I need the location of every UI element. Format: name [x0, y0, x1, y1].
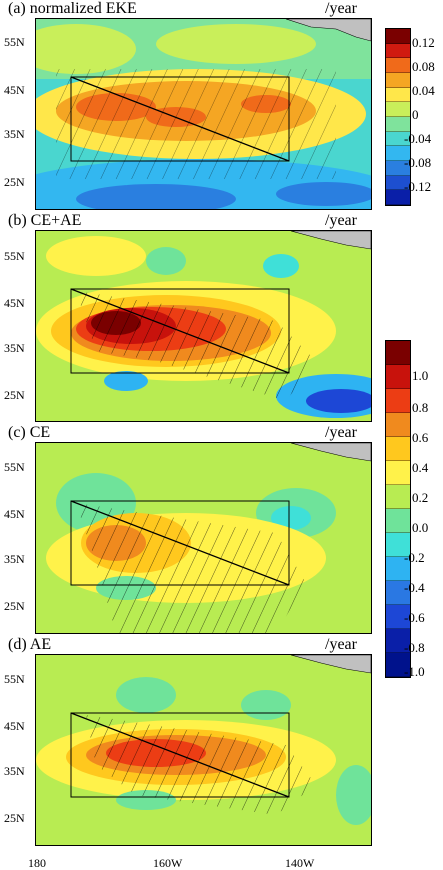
- colorbar-swatch: [386, 102, 410, 117]
- colorbar-swatch: [386, 160, 410, 176]
- lat-label: 55N: [4, 672, 25, 686]
- colorbar-label: 0: [412, 107, 419, 122]
- lat-label: 45N: [4, 83, 25, 97]
- colorbar-swatch: [386, 461, 410, 485]
- colorbar-label: 0.08: [412, 59, 435, 74]
- lon-label: 180: [28, 856, 46, 870]
- colorbar-swatch: [386, 58, 410, 73]
- map-field: [36, 655, 371, 845]
- panel-unit: /year: [325, 424, 357, 441]
- colorbar-swatch: [386, 485, 410, 509]
- colorbar-swatch: [386, 131, 410, 147]
- colorbar-swatch: [386, 581, 410, 605]
- colorbar-label: 0.2: [412, 490, 429, 505]
- colorbar-label: -0.12: [404, 179, 432, 194]
- panel-b: (b) CE+AE /year: [0, 212, 443, 427]
- colorbar-label: 0.0: [412, 520, 429, 535]
- lat-label: 25N: [4, 175, 25, 189]
- colorbar-top: [385, 28, 411, 206]
- colorbar-swatch: [386, 413, 410, 437]
- colorbar-label: -1.0: [404, 664, 425, 679]
- colorbar-label: 0.6: [412, 430, 429, 445]
- lat-label: 35N: [4, 341, 25, 355]
- colorbar-label: 0.4: [412, 460, 429, 475]
- lat-label: 55N: [4, 249, 25, 263]
- colorbar-swatch: [386, 146, 410, 161]
- lat-label: 45N: [4, 719, 25, 733]
- colorbar-label: -0.8: [404, 640, 425, 655]
- colorbar-swatch: [386, 365, 410, 389]
- colorbar-label: -0.6: [404, 610, 425, 625]
- map-area: [35, 442, 372, 634]
- colorbar-swatch: [386, 116, 410, 132]
- colorbar-swatch: [386, 509, 410, 533]
- colorbar-label: -0.2: [404, 550, 425, 565]
- lat-label: 35N: [4, 127, 25, 141]
- map-area: [35, 230, 372, 422]
- map-area: [35, 18, 372, 210]
- lon-label: 160W: [153, 856, 183, 870]
- colorbar-swatch: [386, 533, 410, 557]
- lon-label: 140W: [285, 856, 315, 870]
- colorbar-label: 1.0: [412, 368, 429, 383]
- map-field: [36, 231, 371, 421]
- panel-title: (a) normalized EKE: [8, 0, 137, 17]
- colorbar-swatch: [386, 653, 410, 677]
- colorbar-swatch: [386, 605, 410, 629]
- panel-a: (a) normalized EKE /year: [0, 0, 443, 215]
- colorbar-label: 0.8: [412, 400, 429, 415]
- map-field: [36, 443, 371, 633]
- map-field: [36, 19, 371, 209]
- lat-label: 25N: [4, 388, 25, 402]
- colorbar-swatch: [386, 72, 410, 88]
- colorbar-bottom: [385, 340, 411, 678]
- colorbar-label: -0.08: [404, 155, 432, 170]
- panel-c: (c) CE /year: [0, 424, 443, 639]
- lat-label: 45N: [4, 296, 25, 310]
- panel-title: (c) CE: [8, 424, 51, 441]
- colorbar-swatch: [386, 29, 410, 44]
- lat-label: 35N: [4, 552, 25, 566]
- colorbar-label: 0.04: [412, 83, 435, 98]
- panel-title: (b) CE+AE: [8, 212, 82, 229]
- lat-label: 45N: [4, 507, 25, 521]
- colorbar-swatch: [386, 557, 410, 581]
- colorbar-label: -0.4: [404, 580, 425, 595]
- panel-title: (d) AE: [8, 636, 52, 653]
- lat-label: 55N: [4, 460, 25, 474]
- colorbar-swatch: [386, 43, 410, 59]
- map-area: [35, 654, 372, 846]
- panel-unit: /year: [325, 636, 357, 653]
- colorbar-swatch: [386, 437, 410, 461]
- lat-label: 35N: [4, 764, 25, 778]
- colorbar-swatch: [386, 629, 410, 653]
- panel-unit: /year: [325, 212, 357, 229]
- panel-d: (d) AE /year: [0, 636, 443, 851]
- colorbar-label: 0.12: [412, 35, 435, 50]
- colorbar-swatch: [386, 87, 410, 103]
- lat-label: 55N: [4, 35, 25, 49]
- colorbar-label: -0.04: [404, 131, 432, 146]
- panel-unit: /year: [325, 0, 357, 17]
- colorbar-swatch: [386, 175, 410, 191]
- colorbar-swatch: [386, 389, 410, 413]
- colorbar-swatch: [386, 190, 410, 205]
- lat-label: 25N: [4, 811, 25, 825]
- colorbar-swatch: [386, 341, 410, 365]
- lat-label: 25N: [4, 599, 25, 613]
